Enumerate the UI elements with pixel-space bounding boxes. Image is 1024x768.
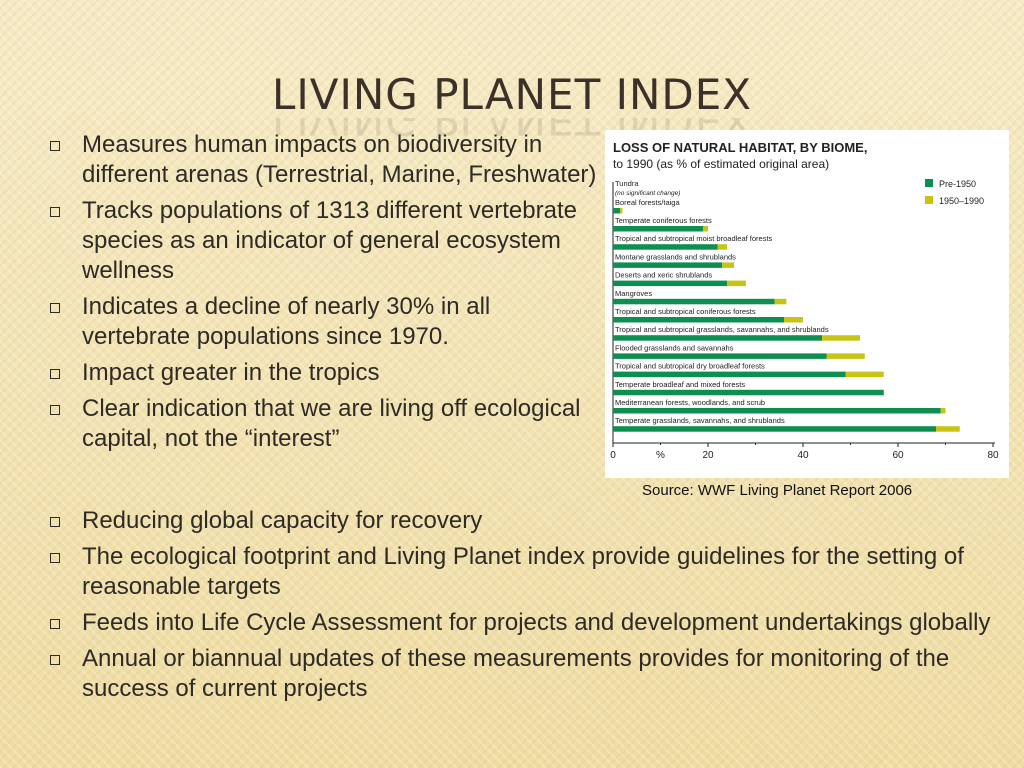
bar-1950-1990 [936, 426, 960, 432]
x-tick-label: 20 [702, 450, 714, 461]
bullet-marker-icon [50, 405, 60, 415]
category-label: Mediterranean forests, woodlands, and sc… [615, 398, 765, 407]
bullet-item: Tracks populations of 1313 different ver… [44, 196, 599, 286]
bullet-text: Indicates a decline of nearly 30% in all… [82, 293, 491, 350]
bullet-list-bottom: Reducing global capacity for recovery Th… [44, 506, 1004, 710]
legend-swatch [925, 196, 933, 204]
bullet-marker-icon [50, 207, 60, 217]
bullet-text: The ecological footprint and Living Plan… [82, 543, 964, 600]
x-tick-label: 40 [797, 450, 809, 461]
category-label: Tropical and subtropical dry broadleaf f… [615, 362, 765, 371]
bar-pre-1950 [613, 208, 621, 214]
bar-pre-1950 [613, 298, 775, 305]
legend-swatch [925, 179, 933, 187]
bar-pre-1950 [613, 226, 704, 232]
bullet-text: Tracks populations of 1313 different ver… [82, 197, 577, 284]
bar-pre-1950 [613, 389, 884, 396]
category-label: Tropical and subtropical coniferous fore… [615, 307, 756, 316]
bullet-text: Annual or biannual updates of these meas… [82, 645, 950, 702]
bullet-text: Feeds into Life Cycle Assessment for pro… [82, 609, 991, 636]
bar-1950-1990 [722, 262, 735, 268]
chart-title: LOSS OF NATURAL HABITAT, BY BIOME, [613, 140, 868, 155]
bullet-item: The ecological footprint and Living Plan… [44, 542, 1004, 602]
bar-1950-1990 [774, 298, 787, 305]
category-label: Tropical and subtropical grasslands, sav… [615, 325, 829, 334]
bar-1950-1990 [717, 244, 727, 250]
bullet-marker-icon [50, 141, 60, 151]
category-label: Temperate coniferous forests [615, 216, 712, 225]
bullet-list-top: Measures human impacts on biodiversity i… [44, 130, 599, 460]
category-label: Temperate broadleaf and mixed forests [615, 380, 745, 389]
bar-pre-1950 [613, 317, 784, 323]
category-label: Boreal forests/taiga [615, 198, 680, 207]
category-label: Deserts and xeric shrublands [615, 271, 712, 280]
legend-label: Pre-1950 [939, 179, 976, 189]
bullet-marker-icon [50, 553, 60, 563]
bullet-text: Measures human impacts on biodiversity i… [82, 131, 597, 188]
x-axis-unit-label: % [656, 450, 665, 461]
x-tick-label: 80 [987, 450, 999, 461]
category-label: Montane grasslands and shrublands [615, 252, 736, 261]
bar-pre-1950 [613, 262, 723, 268]
source-caption: Source: WWF Living Planet Report 2006 [642, 482, 913, 499]
legend-label: 1950–1990 [939, 196, 984, 206]
bullet-item: Indicates a decline of nearly 30% in all… [44, 292, 599, 352]
chart-plot: 0 20 40 60 80% Tundra (no significant change)B… [610, 179, 999, 461]
category-label: Tundra [615, 179, 639, 188]
bullet-item: Measures human impacts on biodiversity i… [44, 130, 599, 190]
bar-pre-1950 [613, 353, 827, 359]
bar-1950-1990 [845, 371, 884, 378]
bullet-item: Feeds into Life Cycle Assessment for pro… [44, 608, 1004, 638]
bar-pre-1950 [613, 426, 936, 432]
bullet-item: Impact greater in the tropics [44, 358, 599, 388]
slide-title: LIVING PLANET INDEX [271, 70, 753, 119]
bar-1950-1990 [620, 208, 623, 214]
habitat-loss-chart: LOSS OF NATURAL HABITAT, BY BIOME, to 19… [605, 130, 1009, 478]
category-label: Tropical and subtropical moist broadleaf… [615, 234, 773, 243]
bar-1950-1990 [940, 408, 946, 414]
category-label: Flooded grasslands and savannahs [615, 343, 734, 352]
category-label: Temperate grasslands, savannahs, and shr… [615, 416, 785, 425]
bullet-text: Clear indication that we are living off … [82, 395, 581, 452]
bullet-marker-icon [50, 619, 60, 629]
category-note: (no significant change) [615, 190, 680, 197]
category-label: Mangroves [615, 289, 652, 298]
bar-1950-1990 [826, 353, 865, 359]
x-tick-label: 60 [892, 450, 904, 461]
chart-subtitle: to 1990 (as % of estimated original area… [613, 157, 830, 171]
bar-pre-1950 [613, 335, 822, 341]
bar-1950-1990 [822, 335, 860, 341]
bullet-text: Reducing global capacity for recovery [82, 507, 483, 534]
bullet-marker-icon [50, 303, 60, 313]
bullet-text: Impact greater in the tropics [82, 359, 380, 386]
bullet-item: Clear indication that we are living off … [44, 394, 599, 454]
bar-pre-1950 [613, 408, 941, 414]
bullet-marker-icon [50, 369, 60, 379]
bar-pre-1950 [613, 371, 846, 378]
x-tick-label: 0 [610, 450, 616, 461]
bar-1950-1990 [703, 226, 708, 232]
bar-pre-1950 [613, 244, 718, 250]
bar-pre-1950 [613, 280, 727, 287]
bar-1950-1990 [784, 317, 803, 323]
bullet-marker-icon [50, 517, 60, 527]
bullet-item: Reducing global capacity for recovery [44, 506, 1004, 536]
bullet-marker-icon [50, 655, 60, 665]
bullet-item: Annual or biannual updates of these meas… [44, 644, 1004, 704]
bar-1950-1990 [727, 280, 746, 287]
